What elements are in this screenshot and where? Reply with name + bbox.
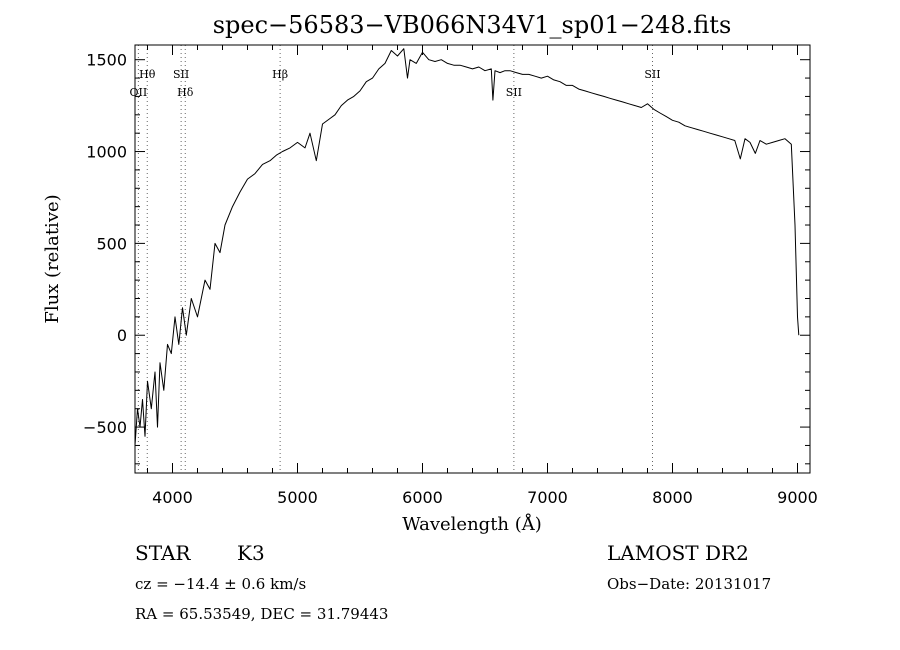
spectral-line-label: SII bbox=[644, 68, 660, 81]
object-class: STAR bbox=[135, 541, 191, 565]
x-axis: 4000 5000 6000 7000 8000 9000 bbox=[147, 45, 818, 507]
x-axis-label: Wavelength (Å) bbox=[402, 513, 542, 535]
survey-name: LAMOST DR2 bbox=[607, 541, 749, 565]
y-tick-label: 500 bbox=[96, 234, 127, 253]
spectral-line-label: SII bbox=[506, 86, 522, 99]
x-tick-label: 5000 bbox=[277, 488, 318, 507]
spectral-line-label: SII bbox=[173, 68, 189, 81]
object-subclass: K3 bbox=[237, 541, 265, 565]
y-axis-label: Flux (relative) bbox=[42, 194, 63, 323]
y-tick-label: 1000 bbox=[86, 143, 127, 162]
x-tick-label: 8000 bbox=[652, 488, 693, 507]
velocity-readout: cz = −14.4 ± 0.6 km/s bbox=[135, 575, 306, 593]
plot-area: Hθ OII SII Hδ Hβ SII SII bbox=[130, 45, 800, 473]
spectral-line-label: Hθ bbox=[139, 68, 156, 81]
plot-frame bbox=[134, 44, 811, 474]
y-tick-label: 1500 bbox=[86, 51, 127, 70]
spectral-line-label: Hδ bbox=[177, 86, 194, 99]
x-tick-label: 9000 bbox=[777, 488, 818, 507]
y-axis: −500 0 500 1000 1500 bbox=[83, 51, 810, 465]
y-tick-label: −500 bbox=[83, 418, 127, 437]
chart-title: spec−56583−VB066N34V1_sp01−248.fits bbox=[213, 11, 732, 39]
observation-date: Obs−Date: 20131017 bbox=[607, 575, 771, 593]
x-tick-label: 4000 bbox=[152, 488, 193, 507]
spectral-line-label: Hβ bbox=[272, 68, 288, 81]
y-tick-label: 0 bbox=[117, 326, 127, 345]
coordinates-readout: RA = 65.53549, DEC = 31.79443 bbox=[135, 605, 388, 623]
spectral-line-label: OII bbox=[130, 86, 148, 99]
spectrum-line bbox=[134, 48, 800, 446]
x-tick-label: 7000 bbox=[527, 488, 568, 507]
x-tick-label: 6000 bbox=[402, 488, 443, 507]
